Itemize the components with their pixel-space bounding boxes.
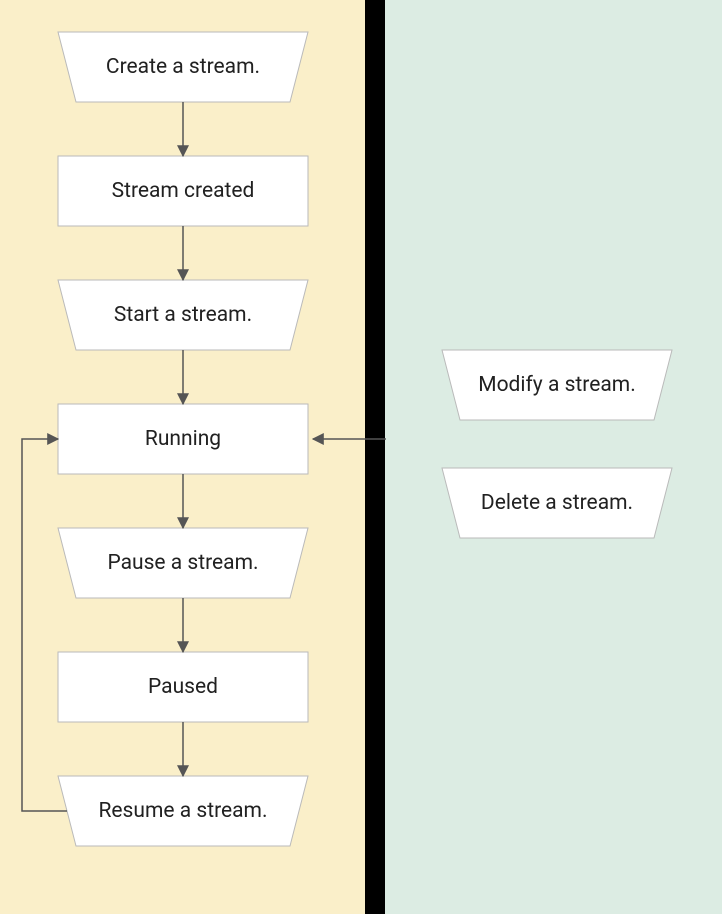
- node-running-label: Running: [145, 427, 221, 451]
- node-create: Create a stream.: [58, 32, 308, 102]
- node-delete-label: Delete a stream.: [481, 491, 633, 515]
- node-modify-label: Modify a stream.: [478, 373, 635, 397]
- panel-gap: [365, 0, 385, 914]
- node-paused-label: Paused: [148, 675, 218, 699]
- node-pause-label: Pause a stream.: [107, 551, 258, 575]
- node-modify: Modify a stream.: [442, 350, 672, 420]
- node-paused: Paused: [58, 652, 308, 722]
- node-resume-label: Resume a stream.: [98, 799, 267, 823]
- node-pause: Pause a stream.: [58, 528, 308, 598]
- node-delete: Delete a stream.: [442, 468, 672, 538]
- node-created-label: Stream created: [112, 179, 255, 203]
- node-running: Running: [58, 404, 308, 474]
- node-start: Start a stream.: [58, 280, 308, 350]
- node-created: Stream created: [58, 156, 308, 226]
- panel-right: [385, 0, 722, 914]
- node-create-label: Create a stream.: [106, 55, 260, 79]
- node-resume: Resume a stream.: [58, 776, 308, 846]
- node-start-label: Start a stream.: [114, 303, 252, 327]
